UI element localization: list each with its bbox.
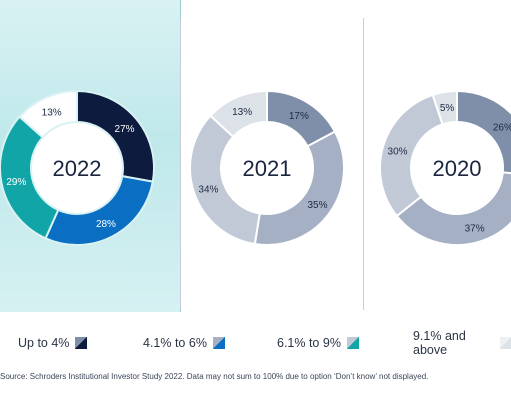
legend-swatch (500, 337, 511, 349)
data-label-2021-0: 17% (289, 111, 309, 122)
data-label-2020-0: 26% (493, 122, 511, 133)
legend-item-4-1-to-6: 4.1% to 6% (143, 333, 225, 353)
data-label-2022-2: 29% (6, 177, 26, 188)
donut-center-2022 (32, 123, 122, 213)
donut-slice-2021-2 (189, 114, 261, 246)
year-title-2021: 2021 (243, 156, 292, 181)
year-title-2022: 2022 (53, 156, 102, 181)
legend-label: 9.1% and above (413, 329, 466, 357)
data-label-2020-3: 5% (440, 103, 455, 114)
donut-center-2020 (412, 123, 502, 213)
legend-label: 6.1% to 9% (277, 336, 341, 350)
legend-label: Up to 4% (18, 336, 70, 350)
data-label-2020-2: 30% (388, 146, 408, 157)
donut-slice-2021-1 (253, 130, 345, 246)
data-label-2022-3: 13% (42, 107, 62, 118)
divider-1 (180, 18, 181, 310)
donut-slice-2020-0 (456, 89, 511, 175)
divider-2 (363, 18, 364, 310)
donut-slice-2022-3 (18, 89, 78, 139)
data-label-2022-1: 28% (96, 219, 116, 230)
data-label-2021-3: 13% (232, 107, 252, 118)
donut-slice-2020-1 (395, 171, 511, 246)
legend-swatch (212, 337, 225, 349)
legend-swatch (346, 337, 359, 349)
legend-item-up-to-4: Up to 4% (18, 333, 88, 353)
source-footnote: Source: Schroders Institutional Investor… (0, 372, 429, 381)
data-label-2020-1: 37% (465, 223, 485, 234)
legend-item-9-1-and-above: 9.1% and above (413, 329, 511, 357)
donut-slice-2020-2 (379, 93, 444, 218)
legend-item-6-1-to-9: 6.1% to 9% (277, 333, 359, 353)
legend-swatch (75, 337, 88, 349)
year-title-2020: 2020 (433, 156, 482, 181)
donut-slice-2021-3 (209, 89, 268, 139)
donut-slice-2020-3 (431, 89, 458, 126)
donut-center-2021 (222, 123, 312, 213)
data-label-2022-0: 27% (115, 124, 135, 135)
legend-label: 4.1% to 6% (143, 336, 207, 350)
data-label-2021-1: 35% (307, 200, 327, 211)
donut-slice-2022-1 (44, 174, 154, 246)
data-label-2021-2: 34% (198, 184, 218, 195)
donut-charts: 27% 28% 29% 13% 2022 17% 35% 34% 13% 2021 26% 37% 30… (0, 89, 511, 246)
